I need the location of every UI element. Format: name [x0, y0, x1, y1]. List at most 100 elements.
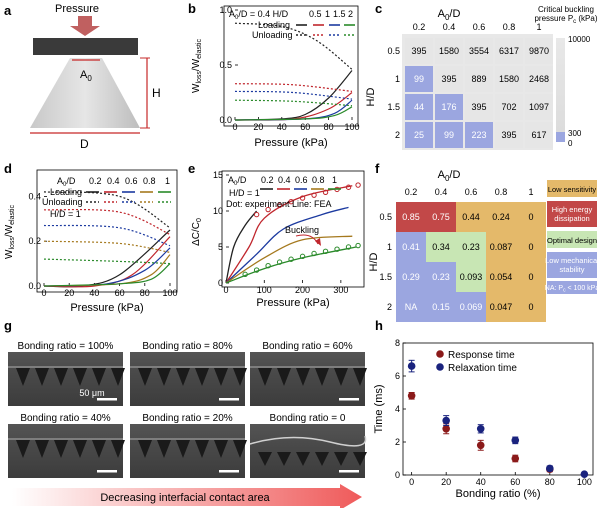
xlabel-h: Bonding ratio (%)	[456, 488, 541, 500]
heatmap-f-cell	[396, 202, 426, 232]
h-label: H	[152, 86, 161, 100]
cone-void	[195, 368, 209, 386]
sem-caption: Bonding ratio = 20%	[142, 413, 232, 424]
sem-image-2: Bonding ratio = 60%	[250, 338, 367, 406]
series-e-1-point	[253, 267, 260, 273]
heatmap-c-cell	[495, 94, 523, 120]
heatmap-f-value: 0.069	[460, 302, 483, 312]
heatmap-f-cell	[516, 292, 546, 322]
xtick-label-d-4: 80	[140, 288, 150, 298]
heatmap-c: 0.2 0.4 0.6 0.8 1 0.5 1 1.5 2 395 1580 3554 6317 9870…	[387, 22, 553, 150]
series-d-0.6-unloading	[43, 224, 171, 247]
heatmap-f-value: 0.23	[462, 242, 480, 252]
heatmap-c-cell	[495, 122, 523, 148]
legend-d-a3: 0.8	[143, 176, 156, 186]
heatmap-c-cell	[465, 122, 493, 148]
legend-b-swatches	[296, 24, 355, 36]
cone-void	[315, 452, 329, 466]
series-e-0.4-point	[355, 182, 361, 188]
series-e-0.4-fea	[225, 185, 353, 284]
series-e-1-point	[355, 242, 361, 249]
series-b-1-unloading	[234, 83, 353, 92]
legend-f-label-opt: Optimal design	[547, 236, 597, 245]
pressure-arrow	[70, 16, 100, 36]
heatmap-f-cell	[456, 232, 486, 262]
scale-bar	[219, 398, 239, 401]
heatmap-c-value: 9870	[529, 46, 549, 56]
heatmap-c-cell	[525, 38, 553, 64]
heatmap-f-cell	[426, 202, 456, 232]
heatmap-c-value: 1580	[439, 46, 459, 56]
legend-d-a4: 1	[165, 176, 170, 186]
heatmap-c-cell	[495, 66, 523, 92]
legend-d-a2: 0.6	[125, 176, 138, 186]
panel-c: c A0/D H/D 0.2 0.4 0.6 0.8 1 0.5 1 1.5 2 395 1580 3…	[365, 1, 598, 150]
panel-label-b: b	[188, 1, 196, 16]
heatmap-f-value: 0	[528, 242, 533, 252]
panel-label-c: c	[375, 1, 382, 16]
colorbar-upper	[556, 38, 565, 132]
ytick-label-b-1: 0.5	[219, 60, 232, 70]
xtick-label-b-3: 60	[300, 122, 310, 132]
legend-f-box-high	[547, 201, 597, 227]
xtick-label-d-3: 60	[115, 288, 125, 298]
sem-caption: Bonding ratio = 100%	[18, 341, 114, 352]
cone-void	[35, 440, 49, 458]
heatmap-c-cell	[525, 94, 553, 120]
legend-b-hd2: 1.5	[333, 9, 346, 19]
heatmap-f-value: 0.85	[402, 212, 420, 222]
ytick-label-d-2: 0.4	[28, 191, 41, 201]
xtick-label-b-2: 40	[277, 122, 287, 132]
heatmap-f-cell	[456, 292, 486, 322]
panel-d: d 0 20 40 60 80 100 0.0 0.2 0.4 A0/D 0.2 0.4 0.6…	[4, 161, 178, 314]
ylabel-e: ΔC/C0	[191, 218, 203, 246]
heatmap-c-value: 1580	[499, 74, 519, 84]
heatmap-f-value: 0.23	[432, 272, 450, 282]
sem-caption: Bonding ratio = 80%	[142, 341, 232, 352]
heatmap-f-cell	[486, 202, 516, 232]
panel-label-a: a	[4, 3, 12, 18]
sem-caption-bg	[130, 410, 245, 424]
sem-image-3: Bonding ratio = 40%	[8, 410, 125, 478]
sem-image-4: Bonding ratio = 20%	[130, 410, 247, 478]
series-e-0.4-point	[265, 206, 271, 213]
series-d-1-loading	[43, 263, 171, 287]
series-e-0.4-point	[311, 192, 317, 198]
plot-area-e: 0 100 200 300 0 5 10 15	[213, 170, 361, 295]
colorbar-title2: pressure Pc (kPa)	[534, 14, 597, 25]
heatmap-c-cell	[405, 38, 433, 64]
ytick-label-b-2: 1.0	[219, 5, 232, 15]
xtick-label-h-4: 80	[545, 477, 555, 487]
heatmap-c-col-3: 0.8	[503, 22, 516, 32]
cone-void	[233, 440, 247, 458]
cone-void	[334, 452, 348, 466]
series-d-0.8-unloading	[43, 240, 171, 253]
legend-b-loading: Loading	[258, 20, 290, 30]
ylabel-d: Wloss/Welastic	[4, 205, 16, 259]
heatmap-c-cell	[465, 94, 493, 120]
point-h-response-time	[442, 425, 450, 433]
heatmap-f-cell	[426, 292, 456, 322]
cone-void	[111, 368, 125, 386]
point-h-relaxation-time	[407, 362, 416, 370]
cone-void	[214, 368, 228, 386]
series-e-0.2-fea	[225, 210, 258, 284]
buckling-annotation: Buckling	[285, 225, 319, 235]
cone-void	[54, 368, 68, 386]
heatmap-f-value: 0.054	[490, 272, 513, 282]
heatmap-c-ylabel: H/D	[365, 87, 377, 106]
heatmap-f-value: 0.15	[432, 302, 450, 312]
heatmap-c-value: 223	[471, 130, 486, 140]
point-h-response-time	[476, 441, 485, 450]
colorbar-min: 0	[568, 139, 573, 148]
heatmap-f-cell	[426, 232, 456, 262]
heatmap-f-cell	[516, 232, 546, 262]
heatmap-c-value: 6317	[499, 46, 519, 56]
series-d-0.4-unloading	[43, 208, 171, 236]
cone-void	[258, 452, 272, 466]
heatmap-c-value: 617	[531, 130, 546, 140]
heatmap-f-value: 0.75	[432, 212, 450, 222]
series-e-1-point	[276, 259, 283, 265]
sem-image-1: Bonding ratio = 80%	[130, 338, 247, 406]
